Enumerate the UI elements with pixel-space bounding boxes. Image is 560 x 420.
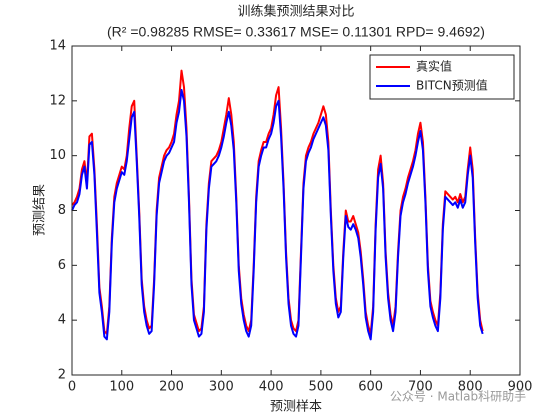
chart-title: 训练集预测结果对比 [237,4,354,20]
y-tick-label: 6 [58,258,66,273]
legend-label: BITCN预测值 [416,78,488,93]
y-tick-label: 2 [58,368,66,383]
x-tick-label: 300 [209,380,234,395]
y-tick-label: 12 [49,93,66,108]
legend-label: 真实值 [416,59,452,74]
y-tick-label: 10 [49,148,66,163]
y-tick-label: 14 [49,39,66,54]
watermark: 公众号 · Matlab科研助手 [390,390,526,404]
chart-subtitle: (R² =0.98285 RMSE= 0.33617 MSE= 0.11301 … [107,24,485,40]
x-tick-label: 100 [109,380,134,395]
x-tick-label: 200 [159,380,184,395]
data-line [71,88,484,341]
x-tick-label: 900 [508,380,533,395]
x-tick-label: 500 [308,380,333,395]
y-axis-label: 预测结果 [33,184,48,236]
x-tick-label: 600 [358,380,383,395]
legend-box [369,54,515,100]
legend: 真实值 BITCN预测值 [369,54,515,100]
x-tick-label: 700 [408,380,433,395]
x-tick-label: 400 [259,380,284,395]
x-tick-label: 0 [68,380,76,395]
x-tick-label: 800 [458,380,483,395]
y-tick-label: 4 [58,313,66,328]
x-axis-label: 预测样本 [270,400,322,415]
y-tick-label: 8 [58,203,66,218]
